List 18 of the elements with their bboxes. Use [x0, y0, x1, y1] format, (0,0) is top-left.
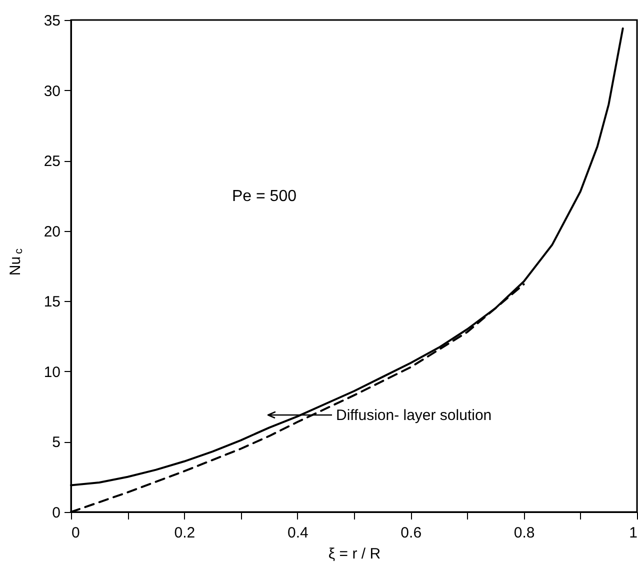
y-tick-label: 0: [52, 504, 60, 522]
x-tick-label: 0.2: [174, 524, 196, 542]
y-axis-title: Nuc: [7, 248, 25, 276]
y-tick-label: 5: [52, 434, 60, 452]
y-tick-label: 35: [44, 12, 60, 30]
y-tick-label: 30: [44, 82, 60, 100]
annotation: Diffusion- layer solution: [336, 407, 492, 424]
x-tick-label: 1: [629, 524, 638, 542]
annotation: Pe = 500: [232, 188, 297, 205]
y-tick-label: 10: [44, 364, 60, 381]
x-tick-label: 0.4: [287, 524, 308, 542]
y-tick-label: 25: [44, 153, 60, 170]
y-tick-label: 20: [44, 223, 60, 240]
x-tick-label: 0.8: [514, 524, 535, 542]
x-tick-label: 0: [72, 524, 80, 542]
x-tick-label: 0.6: [400, 524, 422, 542]
x-axis-title: ξ = r / R: [328, 546, 381, 562]
y-tick-label: 15: [44, 294, 60, 311]
